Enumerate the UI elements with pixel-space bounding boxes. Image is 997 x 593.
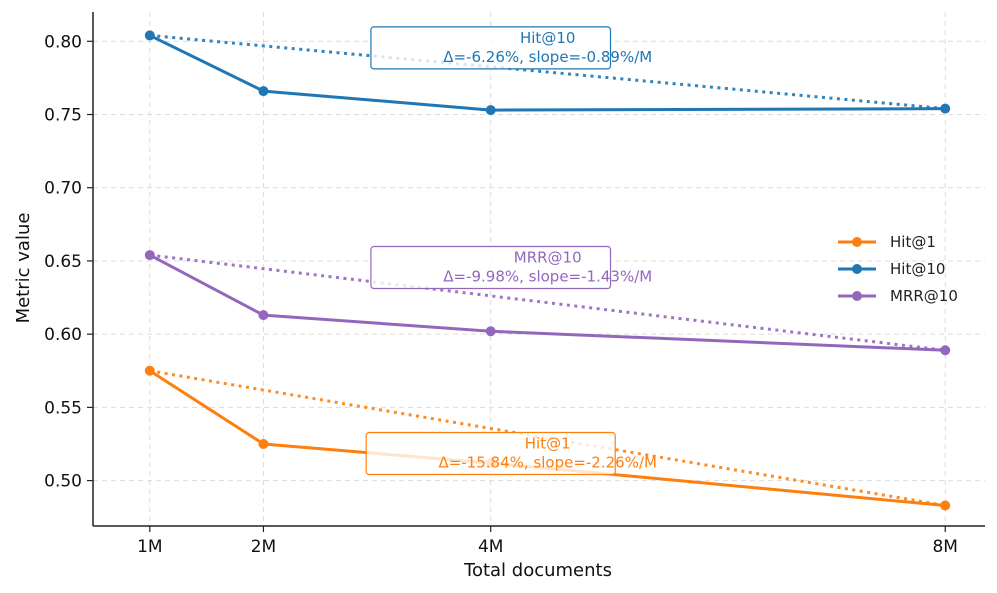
legend-label: Hit@10 [890,260,945,278]
y-tick-label: 0.55 [44,398,82,418]
trend-lines [149,33,946,507]
annotation-box [365,431,616,476]
data-point [940,345,951,356]
y-tick-label: 0.75 [44,106,82,126]
x-tick-label: 1M [137,537,162,557]
annotation-title: Hit@1 [525,435,571,453]
trend-line [149,33,946,111]
x-tick-label: 8M [932,537,957,557]
annotation-title: MRR@10 [514,249,582,267]
axes: 0.50 0.55 0.60 0.65 0.70 0.75 0.80 1M 2M 4M 8M [44,12,985,557]
legend-marker [852,237,862,247]
annotations: Hit@1Δ=-15.84%, slope=-2.26%/M Hit@10Δ=-6… [365,26,657,476]
y-tick-label: 0.70 [44,179,82,199]
x-tick-label: 4M [478,537,503,557]
legend-marker [852,291,862,301]
annotation-box [370,245,612,290]
legend: Hit@1 Hit@10 MRR@10 [838,233,958,305]
y-axis-title: Metric value [13,213,34,324]
trend-line [149,253,946,352]
annotation-stats: Δ=-9.98%, slope=-1.43%/M [443,268,652,286]
data-point [144,365,155,376]
y-tick-label: 0.50 [44,472,82,492]
data-point [258,438,269,449]
annotation-stats: Δ=-6.26%, slope=-0.89%/M [443,48,652,66]
x-axis-title: Total documents [463,560,612,581]
data-point [940,103,951,114]
data-point [940,500,951,511]
annotation-box [370,26,612,70]
y-tick-label: 0.80 [44,32,82,52]
data-point [144,250,155,261]
y-tick-label: 0.65 [44,252,82,272]
data-point [485,326,496,337]
legend-label: MRR@10 [890,287,958,305]
data-point [144,30,155,41]
series-line [148,33,947,112]
y-tick-label: 0.60 [44,325,82,345]
annotation-title: Hit@10 [520,29,575,47]
data-point [258,310,269,321]
annotation-stats: Δ=-15.84%, slope=-2.26%/M [438,454,657,472]
data-point [485,105,496,116]
legend-label: Hit@1 [890,233,936,251]
x-tick-label: 2M [251,537,276,557]
data-point [258,86,269,97]
legend-marker [852,264,862,274]
series-line [148,253,947,352]
